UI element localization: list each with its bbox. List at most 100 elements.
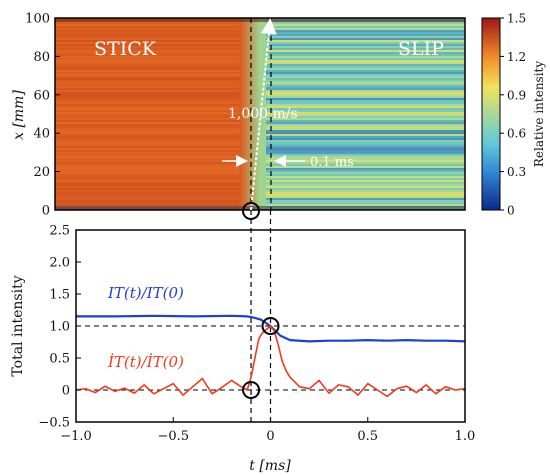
stick-band <box>55 78 240 81</box>
slip-band <box>266 140 465 143</box>
stick-band <box>55 200 240 203</box>
slip-band <box>266 188 465 191</box>
stick-band <box>55 96 240 99</box>
colorbar-tick-label: 0.3 <box>507 165 526 179</box>
heatmap-ytick-label: 100 <box>25 12 50 27</box>
interval-label: 0.1 ms <box>310 155 354 170</box>
slip-band <box>266 92 465 95</box>
stick-band <box>55 120 240 123</box>
slip-band <box>266 100 465 103</box>
front-line <box>250 18 277 211</box>
slip-band <box>266 176 465 179</box>
stick-band <box>55 146 240 149</box>
slip-band <box>266 108 465 111</box>
heatmap-ytick-label: 0 <box>42 204 50 219</box>
stick-band <box>55 148 240 151</box>
stick-band <box>55 86 240 89</box>
slip-band <box>266 178 465 181</box>
slip-band <box>266 96 465 99</box>
stick-band <box>55 172 240 175</box>
slip-band <box>266 90 465 93</box>
slip-band <box>266 152 465 155</box>
stick-band <box>55 174 240 177</box>
stick-band <box>55 46 240 49</box>
heatmap-frame <box>54 17 466 211</box>
slip-band <box>266 74 465 77</box>
stick-band <box>55 132 240 135</box>
slip-band <box>266 76 465 79</box>
slip-band <box>266 52 465 55</box>
slip-band <box>266 72 465 75</box>
stick-band <box>55 38 240 41</box>
stick-band <box>55 156 240 159</box>
slip-band <box>266 192 465 195</box>
stick-band <box>55 76 240 79</box>
line-ytick-label: −0.5 <box>38 416 70 431</box>
stick-band <box>55 70 240 73</box>
slip-band <box>266 124 465 127</box>
line-ylabel: Total intensity <box>10 275 26 376</box>
stick-band <box>55 186 240 189</box>
stick-band <box>55 170 240 173</box>
line-xtick-label: −1.0 <box>60 429 92 444</box>
stick-band <box>55 178 240 181</box>
heatmap-panel: STICK SLIP 1,000 m/s 0.1 ms 0 20 40 60 80 100… <box>11 12 466 220</box>
slip-band <box>266 40 465 43</box>
heatmap-edge-top <box>55 18 465 22</box>
line-panel: −1.0 −0.5 0 0.5 1.0−0.500.51.01.52.02.5 IT(t… <box>10 210 475 474</box>
stick-band <box>55 26 240 29</box>
stick-band <box>55 182 240 185</box>
stick-band <box>55 110 240 113</box>
stick-label: STICK <box>94 38 157 60</box>
slip-band <box>266 36 465 39</box>
stick-band <box>55 134 240 137</box>
slip-band <box>266 112 465 115</box>
stick-band <box>55 152 240 155</box>
slip-band <box>266 68 465 71</box>
line-ytick-label: 2.5 <box>49 224 70 239</box>
slip-band <box>266 202 465 205</box>
stick-band <box>55 88 240 91</box>
stick-band <box>55 180 240 183</box>
stick-band <box>55 202 240 205</box>
slip-band <box>266 166 465 169</box>
stick-band <box>55 122 240 125</box>
slip-band <box>266 174 465 177</box>
slip-band <box>266 56 465 59</box>
slip-band <box>266 158 465 161</box>
slip-band <box>266 168 465 171</box>
stick-band <box>55 60 240 63</box>
slip-band <box>266 116 465 119</box>
slip-band <box>266 134 465 137</box>
slip-band <box>266 200 465 203</box>
colorbar-tick-label: 1.2 <box>507 50 526 64</box>
slip-band <box>266 24 465 27</box>
slip-band <box>266 82 465 85</box>
line-ytick-label: 0.5 <box>49 352 70 367</box>
stick-band <box>55 90 240 93</box>
stick-band <box>55 30 240 33</box>
slip-band <box>266 136 465 139</box>
line-ytick-label: 0 <box>62 384 70 399</box>
series-line-total <box>76 314 465 343</box>
stick-band <box>55 150 240 153</box>
slip-band <box>266 66 465 69</box>
stick-band <box>55 44 240 47</box>
slip-band <box>266 196 465 199</box>
slip-band <box>266 32 465 35</box>
slip-band <box>266 156 465 159</box>
stick-band <box>55 144 240 147</box>
slip-band <box>266 122 465 125</box>
colorbar-tick-label: 1.5 <box>507 12 526 26</box>
series-label-rate: İT(t)/İT(0) <box>107 353 184 371</box>
stick-band <box>55 22 240 25</box>
heatmap-ytick-label: 60 <box>33 88 50 103</box>
slip-band <box>266 184 465 187</box>
line-xlabel: t [ms] <box>249 458 291 474</box>
slip-band <box>266 86 465 89</box>
line-ytick-label: 1.0 <box>49 320 70 335</box>
stick-band <box>55 184 240 187</box>
series-line-rate <box>76 325 465 398</box>
slip-band <box>266 110 465 113</box>
